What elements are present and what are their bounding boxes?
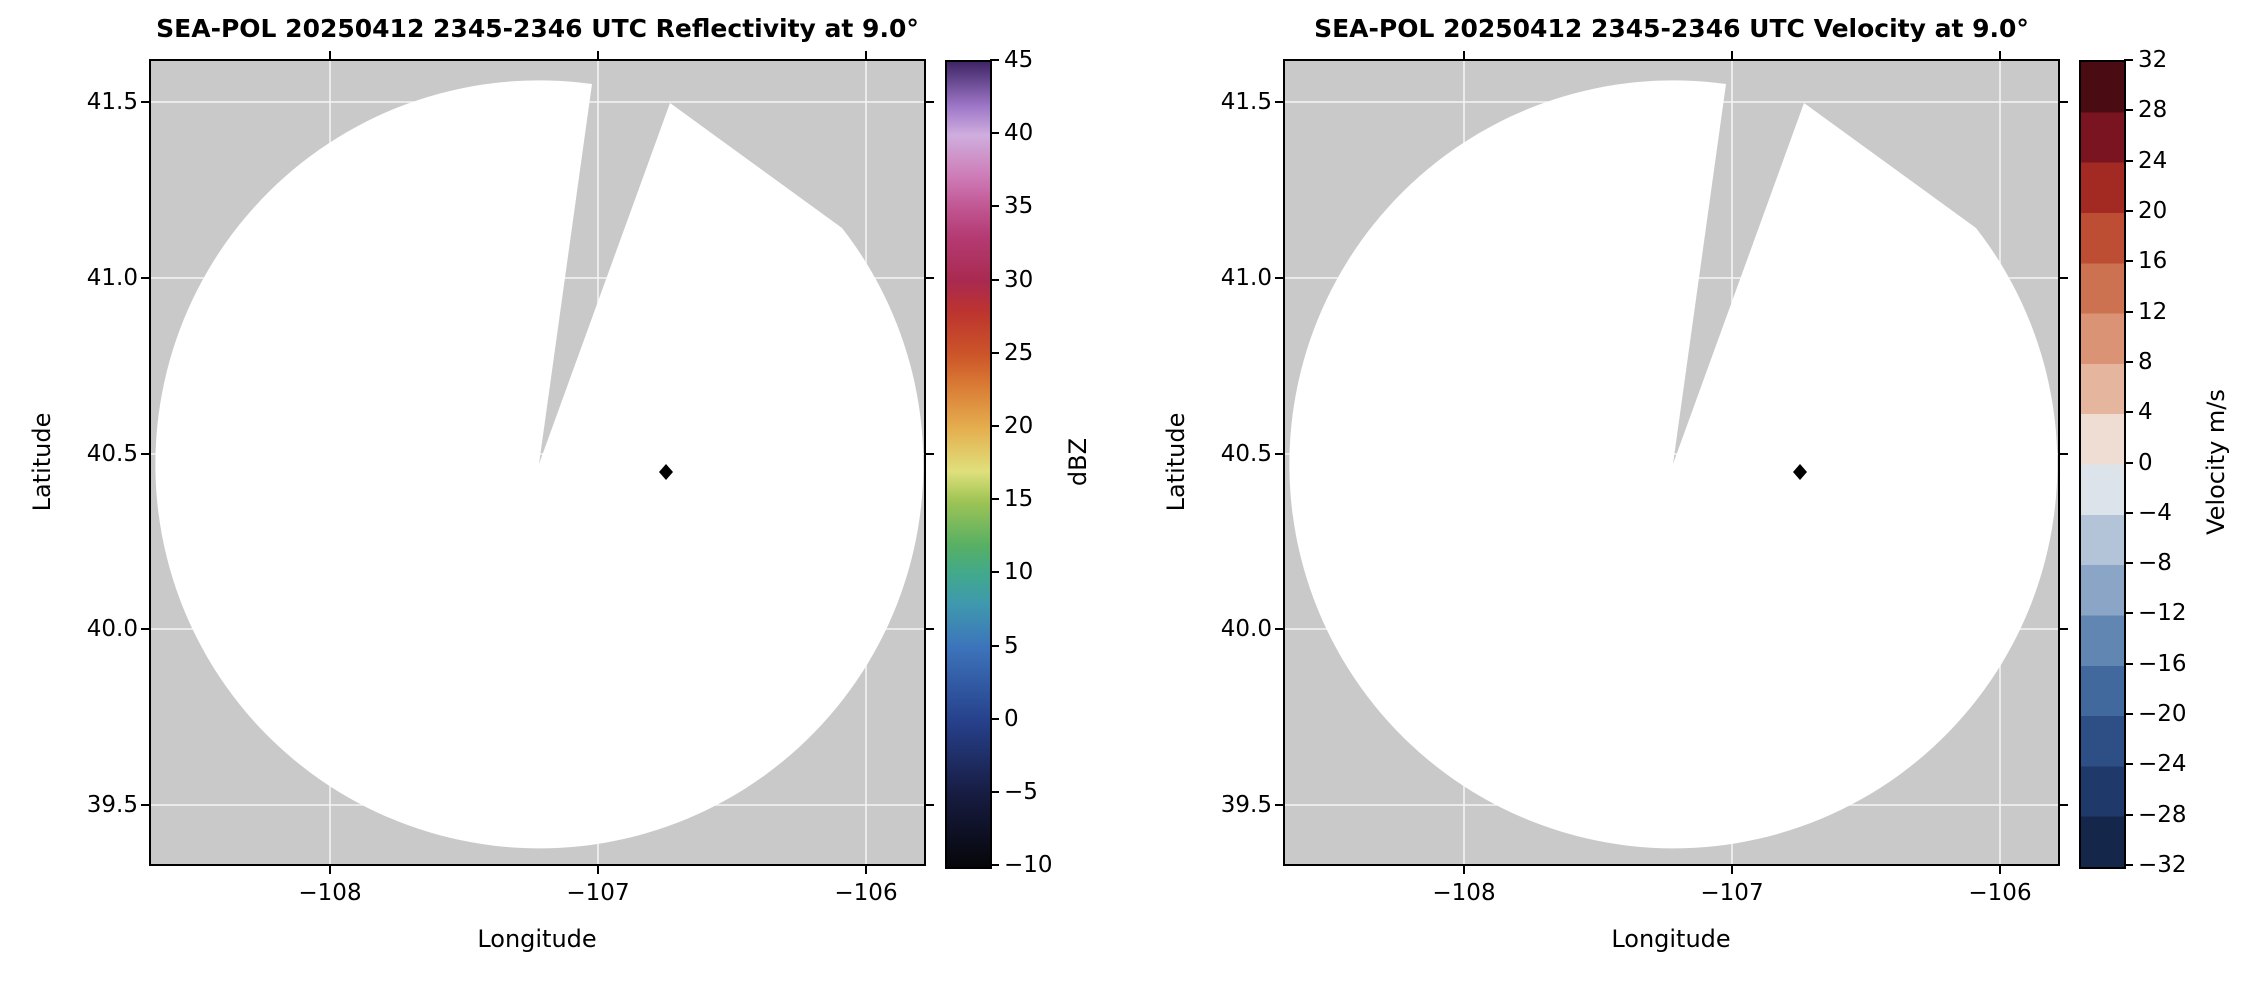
velocity-title: SEA-POL 20250412 2345-2346 UTC Velocity … [1314,14,2029,43]
colorbar-tick-mark [990,864,999,866]
colorbar-tick-mark [2124,160,2133,162]
colorbar-tick-mark [990,571,999,573]
velocity-colorbar-gradient [2081,62,2124,867]
colorbar-axis-label: dBZ [1064,437,1092,487]
x-tick-label: −107 [566,880,630,906]
colorbar-tick-label: 15 [1004,486,1034,512]
colorbar-tick-mark [990,718,999,720]
y-tick-label: 40.5 [86,441,138,467]
colorbar-tick-label: 20 [2138,198,2168,224]
colorbar-tick-label: 40 [1004,120,1034,146]
y-tick-label: 39.5 [1220,792,1272,818]
colorbar-tick-label: −32 [2138,852,2187,878]
colorbar-tick-mark [2124,763,2133,765]
colorbar-tick-label: 35 [1004,193,1034,219]
colorbar-tick-label: 10 [1004,559,1034,585]
colorbar-tick-label: 0 [2138,450,2153,476]
colorbar-tick-mark [2124,612,2133,614]
colorbar-tick-label: 45 [1004,47,1034,73]
radar-site-marker [1793,464,1807,480]
axes-spine [149,59,926,866]
reflectivity-colorbar-gradient [947,62,990,867]
y-tick-label: 39.5 [86,792,138,818]
colorbar-tick-label: −20 [2138,701,2187,727]
colorbar-tick-mark [2124,512,2133,514]
velocity-colorbar [2079,60,2126,869]
colorbar-tick-mark [2124,260,2133,262]
axis-ticks [141,51,934,874]
colorbar-tick-label: −8 [2138,550,2172,576]
radar-site-marker [659,464,673,480]
colorbar-tick-label: 12 [2138,299,2168,325]
y-tick-label: 40.0 [86,616,138,642]
x-axis-label: Longitude [477,925,597,953]
colorbar-tick-label: 4 [2138,399,2153,425]
colorbar-tick-mark [990,59,999,61]
colorbar-tick-mark [2124,59,2133,61]
colorbar-tick-mark [990,425,999,427]
reflectivity-title: SEA-POL 20250412 2345-2346 UTC Reflectiv… [156,14,919,43]
radar-coverage-area [1289,80,2058,849]
colorbar-tick-mark [2124,663,2133,665]
y-tick-label: 40.0 [1220,616,1272,642]
axis-ticks [1275,51,2068,874]
colorbar-tick-label: −10 [1004,852,1053,878]
radar-coverage-area [155,80,924,849]
colorbar-tick-mark [2124,864,2133,866]
colorbar-tick-label: −12 [2138,600,2187,626]
colorbar-tick-label: 16 [2138,248,2168,274]
colorbar-axis-label: Velocity m/s [2202,389,2230,535]
colorbar-tick-mark [990,205,999,207]
reflectivity-plot [141,51,934,874]
y-tick-label: 41.0 [1220,265,1272,291]
colorbar-tick-label: 20 [1004,413,1034,439]
colorbar-tick-label: −5 [1004,779,1038,805]
colorbar-tick-label: 32 [2138,47,2168,73]
colorbar-tick-mark [2124,411,2133,413]
colorbar-tick-mark [2124,562,2133,564]
colorbar-tick-mark [2124,311,2133,313]
colorbar-tick-label: 30 [1004,267,1034,293]
colorbar-tick-label: −24 [2138,751,2187,777]
colorbar-tick-mark [990,645,999,647]
reflectivity-colorbar [945,60,992,869]
colorbar-tick-label: 8 [2138,349,2153,375]
colorbar-tick-mark [2124,361,2133,363]
colorbar-tick-mark [990,791,999,793]
colorbar-tick-mark [990,132,999,134]
colorbar-tick-mark [990,279,999,281]
colorbar-tick-label: 24 [2138,148,2168,174]
y-tick-label: 40.5 [1220,441,1272,467]
colorbar-tick-mark [990,498,999,500]
y-tick-label: 41.0 [86,265,138,291]
colorbar-tick-label: −28 [2138,802,2187,828]
x-tick-label: −108 [298,880,362,906]
y-tick-label: 41.5 [1220,89,1272,115]
colorbar-tick-label: 25 [1004,340,1034,366]
x-tick-label: −106 [1968,880,2032,906]
y-axis-label: Latitude [1162,412,1190,512]
colorbar-tick-mark [2124,713,2133,715]
colorbar-tick-mark [2124,109,2133,111]
colorbar-tick-label: 28 [2138,97,2168,123]
x-tick-label: −106 [834,880,898,906]
y-axis-label: Latitude [28,412,56,512]
colorbar-tick-label: −4 [2138,500,2172,526]
velocity-plot [1275,51,2068,874]
axes-spine [1283,59,2060,866]
x-tick-label: −108 [1432,880,1496,906]
colorbar-tick-label: 0 [1004,706,1019,732]
colorbar-tick-label: 5 [1004,633,1019,659]
y-tick-label: 41.5 [86,89,138,115]
colorbar-tick-mark [2124,210,2133,212]
colorbar-tick-mark [2124,814,2133,816]
x-tick-label: −107 [1700,880,1764,906]
colorbar-tick-mark [2124,462,2133,464]
colorbar-tick-mark [990,352,999,354]
colorbar-tick-label: −16 [2138,651,2187,677]
x-axis-label: Longitude [1611,925,1731,953]
